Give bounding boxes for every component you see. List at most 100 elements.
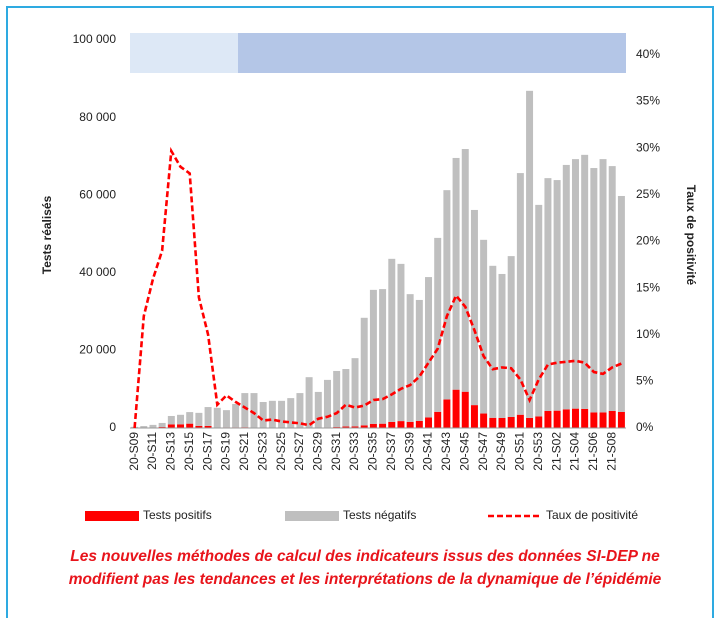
y2-tick-label: 20%	[636, 234, 660, 248]
bar	[571, 408, 579, 428]
bar	[425, 277, 433, 418]
bar	[507, 416, 515, 428]
bar	[397, 421, 405, 428]
y2-tick-label: 10%	[636, 327, 660, 341]
y-tick-label: 0	[109, 420, 116, 434]
bar	[489, 417, 497, 428]
bar	[287, 398, 295, 428]
x-tick-label: 20-S29	[310, 432, 324, 471]
bar	[177, 424, 185, 428]
bar	[314, 391, 322, 428]
x-tick-label: 21-S08	[604, 432, 618, 471]
y2-tick-label: 25%	[636, 187, 660, 201]
x-tick-label: 20-S33	[347, 432, 361, 471]
x-tick-label: 21-S02	[549, 432, 563, 471]
bar	[507, 256, 515, 417]
bar	[544, 178, 552, 412]
note: Les nouvelles méthodes de calcul des ind…	[70, 548, 660, 565]
x-tick-label: 20-S47	[476, 432, 490, 471]
bar	[516, 173, 524, 415]
y-tick-label: 60 000	[79, 187, 116, 201]
bar	[535, 204, 543, 417]
bar	[489, 265, 497, 418]
bar	[167, 415, 175, 425]
x-tick-label: 20-S09	[127, 432, 141, 471]
y2-tick-label: 15%	[636, 280, 660, 294]
y2-tick-label: 40%	[636, 47, 660, 61]
bar	[268, 400, 276, 428]
x-tick-label: 20-S41	[421, 432, 435, 471]
bar	[544, 411, 552, 428]
bar	[379, 423, 387, 428]
bar	[406, 421, 414, 428]
x-tick-label: 20-S31	[329, 432, 343, 471]
bar	[526, 417, 534, 428]
bar	[562, 409, 570, 428]
bar	[241, 393, 249, 428]
x-tick-label: 20-S35	[366, 432, 380, 471]
x-tick-label: 20-S13	[163, 432, 177, 471]
x-tick-label: 20-S25	[274, 432, 288, 471]
bar	[617, 411, 625, 428]
bar	[406, 294, 414, 422]
bar	[204, 407, 212, 426]
bar	[415, 299, 423, 421]
bar	[140, 426, 148, 428]
y2-tick-label: 35%	[636, 94, 660, 108]
bar	[222, 410, 230, 428]
bar	[590, 168, 598, 413]
bar	[461, 391, 469, 428]
bar	[590, 412, 598, 428]
bar	[351, 358, 359, 427]
legend-label: Taux de positivité	[546, 508, 638, 522]
bar	[581, 408, 589, 428]
bar	[571, 159, 579, 409]
bar	[388, 421, 396, 428]
bar	[342, 426, 350, 428]
bar	[425, 417, 433, 428]
y2-axis-label: Taux de positivité	[684, 185, 698, 286]
x-tick-label: 21-S04	[568, 432, 582, 471]
bar	[516, 414, 524, 428]
bar	[167, 424, 175, 428]
period-band	[130, 33, 238, 73]
y-tick-label: 40 000	[79, 265, 116, 279]
bar	[360, 425, 368, 428]
bar	[259, 402, 267, 428]
x-tick-label: 20-S21	[237, 432, 251, 471]
bar	[186, 423, 194, 428]
bar	[388, 258, 396, 422]
x-tick-label: 20-S17	[200, 432, 214, 471]
bar	[149, 424, 157, 428]
bar	[369, 423, 377, 428]
y2-tick-label: 0%	[636, 420, 654, 434]
y-tick-label: 100 000	[73, 32, 117, 46]
x-tick-label: 20-S43	[439, 432, 453, 471]
bar	[434, 237, 442, 412]
x-tick-label: 20-S51	[513, 432, 527, 471]
bar	[608, 410, 616, 428]
bar	[553, 180, 561, 411]
bar	[452, 389, 460, 428]
bar	[443, 190, 451, 400]
bar	[204, 425, 212, 428]
bar	[480, 413, 488, 428]
bar	[415, 420, 423, 428]
x-tick-label: 20-S53	[531, 432, 545, 471]
bar	[498, 417, 506, 428]
bar	[213, 407, 221, 428]
frame	[6, 6, 714, 618]
bar	[553, 410, 561, 428]
y2-tick-label: 5%	[636, 374, 654, 388]
bar	[333, 370, 341, 428]
x-tick-label: 20-S15	[182, 432, 196, 471]
bar	[581, 154, 589, 409]
y2-tick-label: 30%	[636, 140, 660, 154]
bar	[608, 166, 616, 411]
bar	[186, 412, 194, 424]
bar	[498, 273, 506, 418]
bar	[599, 412, 607, 428]
bar	[617, 195, 625, 412]
x-tick-label: 20-S23	[255, 432, 269, 471]
